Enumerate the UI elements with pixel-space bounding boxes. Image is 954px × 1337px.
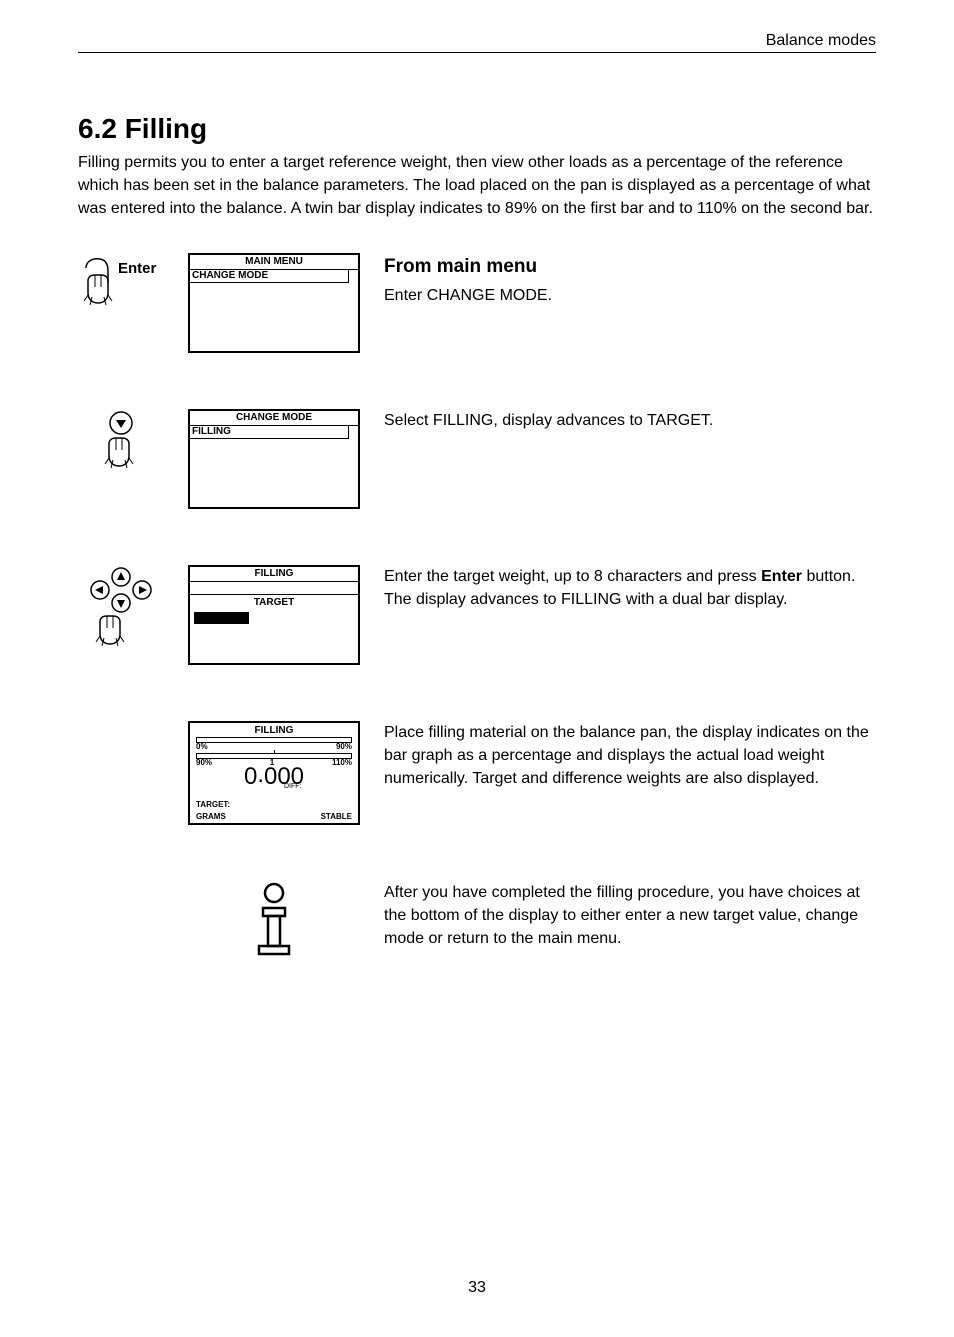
lcd-filling-display: FILLING 0% 90% 90% 1 110% 0.000 DIFF: TA… [188, 721, 360, 825]
bar1-right: 90% [336, 743, 352, 751]
page-number: 33 [78, 1279, 876, 1297]
section-title: 6.2 Filling [78, 113, 876, 145]
bar-graph-1 [196, 737, 352, 743]
lcd-title: MAIN MENU [190, 255, 358, 270]
page-header: Balance modes [78, 32, 876, 53]
step-1: Enter MAIN MENU CHANGE MODE From main me… [78, 253, 876, 353]
lcd-row-filling: FILLING [190, 426, 348, 439]
lcd-main-menu: MAIN MENU CHANGE MODE [188, 253, 360, 353]
lcd-target-label: TARGET [190, 595, 358, 610]
enter-label: Enter [118, 260, 157, 277]
lcd-input-cursor [194, 612, 249, 624]
enter-key-icon: Enter [78, 253, 164, 323]
unit-label: GRAMS [196, 812, 226, 821]
info-icon [239, 881, 309, 959]
lcd-fill-title: FILLING [196, 725, 352, 736]
intro-paragraph: Filling permits you to enter a target re… [78, 151, 876, 221]
arrow-keys-icon [78, 565, 164, 661]
step1-heading: From main menu [384, 253, 876, 281]
step-4: FILLING 0% 90% 90% 1 110% 0.000 DIFF: TA… [78, 721, 876, 825]
bar1-left: 0% [196, 743, 208, 751]
step4-body: Place filling material on the balance pa… [384, 721, 876, 791]
diff-label: DIFF: [284, 783, 302, 790]
lcd-title: CHANGE MODE [190, 411, 358, 426]
stable-label: STABLE [321, 812, 352, 821]
lcd-row-change-mode: CHANGE MODE [190, 270, 348, 283]
step5-body: After you have completed the filling pro… [384, 881, 876, 951]
target-label: TARGET: [196, 800, 230, 809]
step3-body: Enter the target weight, up to 8 charact… [384, 565, 876, 611]
lcd-title: FILLING [190, 567, 358, 582]
step2-body: Select FILLING, display advances to TARG… [384, 409, 876, 432]
lcd-filling-target: FILLING TARGET [188, 565, 360, 665]
down-key-icon [78, 409, 164, 479]
lcd-change-mode: CHANGE MODE FILLING [188, 409, 360, 509]
weight-reading: 0.000 DIFF: [196, 765, 352, 789]
step1-body: Enter CHANGE MODE. [384, 284, 876, 307]
step-3: FILLING TARGET Enter the target weight, … [78, 565, 876, 665]
step-5: After you have completed the filling pro… [78, 881, 876, 959]
step-2: CHANGE MODE FILLING Select FILLING, disp… [78, 409, 876, 509]
